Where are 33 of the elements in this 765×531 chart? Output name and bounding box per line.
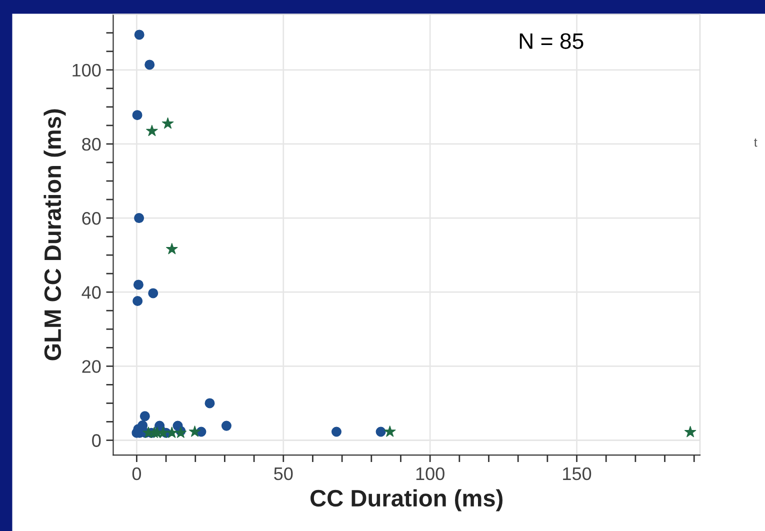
point bbox=[148, 288, 158, 298]
x-tick-label: 0 bbox=[132, 467, 142, 480]
point bbox=[166, 242, 178, 254]
y-tick-label: 80 bbox=[82, 138, 101, 151]
point bbox=[144, 60, 155, 70]
point bbox=[204, 398, 215, 408]
annotation: N = 85 bbox=[520, 33, 584, 49]
point bbox=[166, 426, 178, 438]
text: t bbox=[754, 138, 758, 147]
y-tick-label: 100 bbox=[72, 64, 101, 77]
x-tick-label: 150 bbox=[563, 467, 592, 480]
y-tick-label: 20 bbox=[82, 360, 101, 373]
point bbox=[134, 213, 144, 224]
x-axis-title: CC Duration (ms) bbox=[310, 489, 502, 512]
point bbox=[134, 30, 144, 40]
y-tick-label: 40 bbox=[82, 286, 101, 299]
point bbox=[376, 426, 386, 437]
y-tick-label: 60 bbox=[82, 212, 101, 225]
point bbox=[162, 117, 174, 129]
x-tick-label: 100 bbox=[416, 467, 444, 480]
point bbox=[133, 280, 144, 290]
y-tick-label: 0 bbox=[92, 434, 101, 447]
point bbox=[221, 420, 232, 431]
point bbox=[331, 426, 342, 437]
point bbox=[132, 296, 143, 306]
point bbox=[384, 426, 396, 437]
point bbox=[132, 110, 142, 120]
point bbox=[684, 426, 696, 438]
x-tick-label: 50 bbox=[274, 467, 293, 480]
point bbox=[146, 124, 158, 136]
point bbox=[140, 411, 150, 422]
point bbox=[188, 426, 201, 437]
y-axis-title: GLM CC Duration (ms) bbox=[44, 109, 66, 360]
